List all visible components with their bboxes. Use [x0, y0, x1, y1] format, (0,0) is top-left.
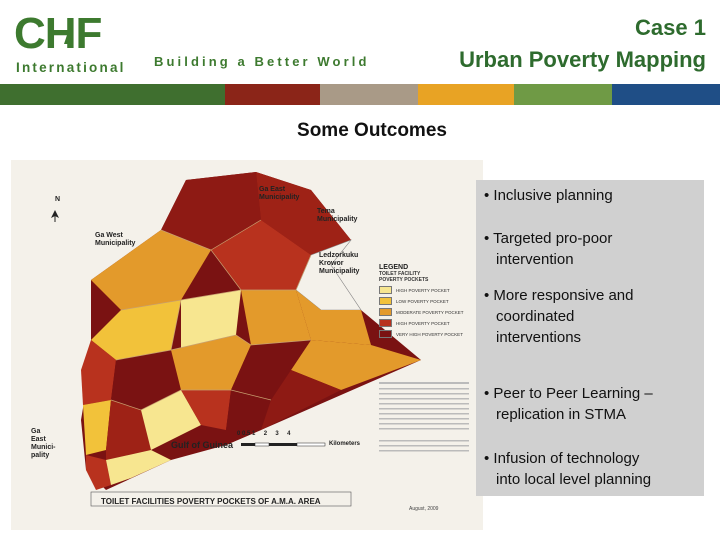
scale-unit: Kilometers: [329, 441, 361, 447]
band-orange: [418, 84, 514, 105]
section-subtitle: Some Outcomes: [297, 120, 447, 141]
band-olive: [514, 84, 612, 105]
page-title: Urban Poverty Mapping: [459, 47, 706, 72]
outcome-text: • Targeted pro-poor: [484, 230, 613, 247]
poverty-map: N Ga East Municipality Tema Municipality…: [11, 160, 483, 530]
outcome-text: coordinated: [496, 308, 575, 325]
legend-item-label: MODERATE POVERTY POCKET: [396, 309, 464, 315]
scale-ticks: 0 0.5 1 2 3 4: [237, 430, 290, 438]
map-caption: TOILET FACILITIES POVERTY POCKETS OF A.M…: [101, 497, 321, 506]
scale-bar: [241, 442, 326, 447]
legend-title: LEGEND: [379, 264, 409, 271]
chf-logo-mark: CHF: [14, 10, 103, 56]
label-tema: Tema Municipality: [317, 208, 358, 223]
label-ga-west: Ga West Municipality: [95, 232, 136, 247]
legend-item-label: LOW POVERTY POCKET: [396, 298, 449, 304]
legend-item-label: HIGH POVERTY POCKET: [396, 320, 450, 326]
outcome-item: • More responsive and coordinated interv…: [484, 285, 699, 348]
scale-tick: 0.5: [242, 431, 251, 437]
outcome-item: • Peer to Peer Learning – replication in…: [484, 383, 699, 425]
band-green: [0, 84, 225, 105]
legend-item: HIGH POVERTY POCKET: [379, 286, 474, 294]
outcome-text: • More responsive and: [484, 287, 634, 304]
legend-subtitle: TOILET FACILITY POVERTY POCKETS: [379, 271, 429, 283]
tagline: Building a Better World: [154, 54, 370, 69]
map-date: August, 2009: [409, 506, 439, 512]
outcomes-panel: • Inclusive planning • Targeted pro-poor…: [476, 180, 704, 496]
logo-subtext: International: [16, 60, 126, 75]
band-taupe: [320, 84, 418, 105]
color-band: [0, 84, 720, 105]
outcome-text: • Inclusive planning: [484, 187, 613, 204]
outcome-item: • Infusion of technology into local leve…: [484, 448, 699, 490]
outcome-text: intervention: [496, 251, 574, 268]
outcome-text: replication in STMA: [496, 406, 627, 423]
scale-tick: 4: [287, 431, 291, 437]
label-ga-east: Ga East Municipality: [259, 186, 300, 201]
label-gulf-of-guinea: Gulf of Guinea: [171, 440, 233, 450]
legend-item-label: VERY HIGH POVERTY POCKET: [396, 331, 463, 337]
legend-item: HIGH POVERTY POCKET: [379, 319, 474, 327]
north-label: N: [55, 196, 61, 203]
legend-item: VERY HIGH POVERTY POCKET: [379, 330, 474, 338]
outcome-text: • Infusion of technology: [484, 450, 640, 467]
scale-tick: 3: [275, 431, 279, 437]
outcome-item: • Inclusive planning: [484, 185, 699, 206]
logo-word-text: CHF: [14, 10, 102, 56]
band-blue: [612, 84, 720, 105]
case-label: Case 1: [635, 15, 706, 40]
label-ledzokuku: Ledzorkuku Krowor Municipality: [319, 252, 360, 275]
band-red: [225, 84, 320, 105]
map-legend: LEGEND TOILET FACILITY POVERTY POCKETS H…: [379, 264, 474, 338]
outcome-item: • Targeted pro-poor intervention: [484, 228, 699, 270]
scale-tick: 1: [252, 431, 256, 437]
legend-item: MODERATE POVERTY POCKET: [379, 308, 474, 316]
legend-item: LOW POVERTY POCKET: [379, 297, 474, 305]
label-ga-east-left: Ga East Munici- pality: [31, 428, 56, 459]
scale-tick: 0: [237, 431, 241, 437]
title-block: Case 1 Urban Poverty Mapping: [459, 12, 706, 76]
outcome-text: into local level planning: [496, 471, 652, 488]
outcome-text: interventions: [496, 329, 582, 346]
map-graphic: [11, 160, 483, 530]
scale-tick: 2: [263, 431, 268, 437]
outcome-text: • Peer to Peer Learning –: [484, 385, 653, 402]
chf-logo: CHF International: [14, 10, 132, 75]
legend-item-label: HIGH POVERTY POCKET: [396, 287, 450, 293]
